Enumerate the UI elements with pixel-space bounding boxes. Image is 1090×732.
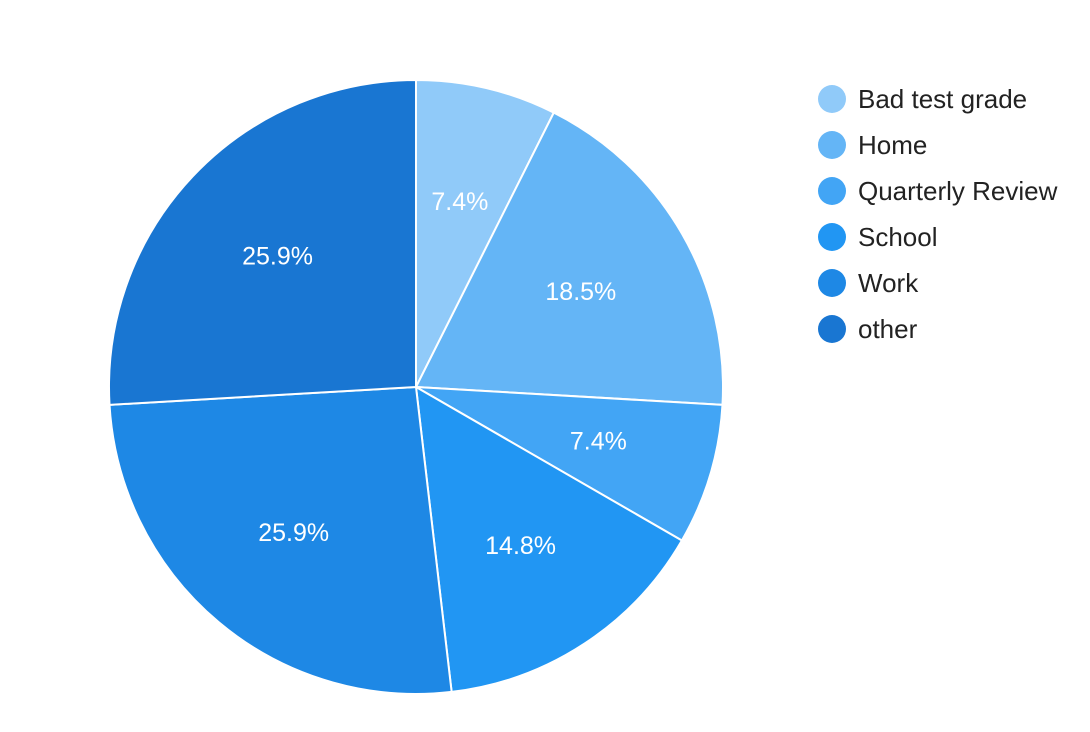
pie-slice-work[interactable] [108,385,453,695]
legend-label: School [858,221,938,252]
legend-label: Bad test grade [858,83,1028,114]
pie-slice-school[interactable] [414,385,684,694]
pie-slice-quarterly-review[interactable] [415,386,724,542]
legend-swatch-icon [818,269,846,297]
slice-value-label-quarterly-review: 7.4% [570,428,627,456]
legend-label: Work [858,267,919,298]
legend-item-other[interactable]: other [818,306,1057,352]
legend-item-quarterly-review[interactable]: Quarterly Review [818,168,1057,214]
legend-item-bad-test-grade[interactable]: Bad test grade [818,76,1057,122]
legend-item-work[interactable]: Work [818,260,1057,306]
legend-item-school[interactable]: School [818,214,1057,260]
legend-swatch-icon [818,315,846,343]
legend-swatch-icon [818,177,846,205]
legend-label: other [858,313,918,344]
legend-label: Quarterly Review [858,175,1058,206]
pie-slice-home[interactable] [414,111,724,406]
slice-value-label-bad-test-grade: 7.4% [431,188,488,216]
slice-value-label-work: 25.9% [258,519,329,547]
slice-value-label-home: 18.5% [545,278,616,306]
chart-legend: Bad test grade Home Quarterly Review School… [818,76,1057,352]
legend-item-home[interactable]: Home [818,122,1057,168]
slice-value-label-school: 14.8% [485,532,556,560]
legend-label: Home [858,129,928,160]
legend-swatch-icon [818,131,846,159]
legend-swatch-icon [818,85,846,113]
pie-slice-other[interactable] [108,78,417,406]
pie-slice-bad-test-grade[interactable] [415,78,556,388]
slice-value-label-other: 25.9% [242,242,313,270]
pie-slice-labels: 7.4% 18.5% 7.4% 14.8% 25.9% 25.9% [242,188,627,560]
legend-swatch-icon [818,223,846,251]
pie-slices [108,78,724,695]
